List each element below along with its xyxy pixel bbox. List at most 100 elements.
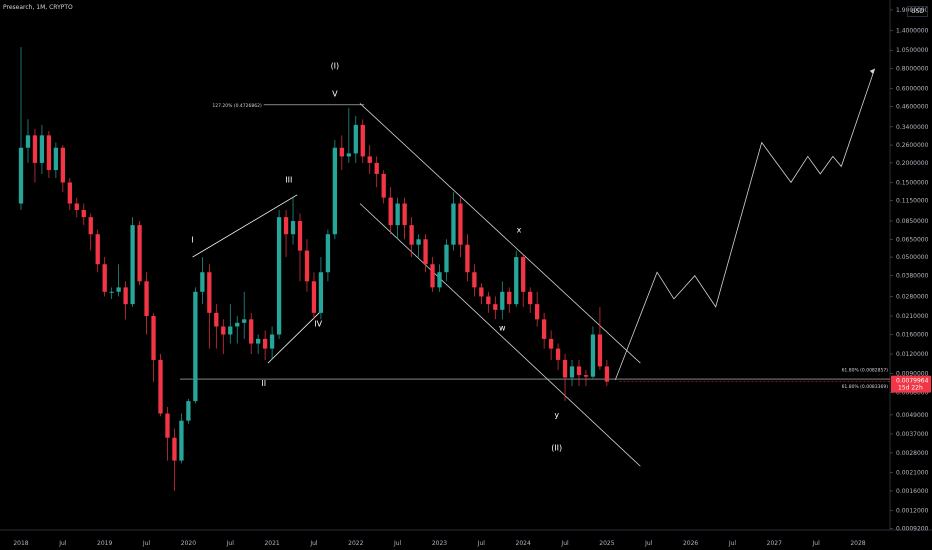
candle-body [555,348,561,360]
price-tick-label: 1.4000000 [896,28,929,35]
time-tick-label: Jul [812,540,821,547]
candle-body [395,203,400,226]
candle-body [186,401,191,421]
candle-body [381,173,386,198]
candle-body [88,217,93,235]
candle-body [325,234,331,273]
price-tick-label: 0.0160000 [896,331,929,338]
candle-body [228,326,233,335]
time-tick-label: Jul [560,540,569,547]
price-tick-label: 0.0016000 [896,488,929,495]
time-tick-label: 2023 [432,540,447,547]
price-tick-label: 0.0068000 [896,390,929,397]
candle-body [130,225,135,305]
candle-body [144,281,149,317]
candle-body [597,334,603,367]
candle-body [493,304,498,310]
price-tick-label: 0.0012000 [896,507,929,514]
candle-body [74,203,79,210]
fib-618-label-a: 61.80% (0.0082857) [842,367,889,373]
current-price-label: 0.0079964 [896,378,929,385]
channel-upper-line [359,103,641,364]
current-price-badge [891,375,931,393]
candle-body [95,234,100,265]
price-tick-label: 0.0021000 [896,469,929,476]
candle-body [562,359,568,378]
wave-label-i: I [191,235,193,244]
candle-body [521,257,526,292]
candle-body [388,197,393,226]
currency-button[interactable]: USD [907,6,928,17]
candle-body [304,250,310,282]
candle-body [18,147,24,204]
time-tick-label: 2028 [850,540,865,547]
projection-arrow-icon [869,68,875,74]
candle-body [500,291,505,310]
candle-body [283,217,289,235]
price-tick-label: 0.0850000 [896,218,929,225]
symbol-title: Presearch, 1M, CRYPTO [3,4,73,11]
candle-body [207,272,212,313]
wave-label-major-i: (I) [331,62,340,71]
candle-body [583,375,589,377]
candle-body [53,147,59,171]
time-tick-label: 2021 [264,540,279,547]
price-tick-label: 0.1500000 [896,179,929,186]
candle-body [353,124,358,154]
candle-body [60,147,65,183]
time-tick-label: Jul [728,540,737,547]
candle-body [451,203,456,245]
candle-body [332,147,338,235]
channel-lower-line [359,203,641,467]
price-tick-label: 0.8000000 [896,66,929,73]
price-tick-label: 0.0120000 [896,351,929,358]
candle-body [339,147,344,157]
time-tick-label: 2018 [13,540,28,547]
candle-body [256,338,261,344]
time-tick-label: 2022 [348,540,363,547]
wave-label-y: y [554,411,559,420]
candle-body [367,156,372,163]
candle-body [569,366,575,378]
candle-body [402,203,407,226]
candle-body [458,203,463,245]
wave-label-x: x [517,225,522,234]
candle-body [409,225,414,245]
wave-label-iii: III [285,175,292,184]
candle-body [67,182,72,204]
candle-body [423,239,428,265]
candle-body [290,221,296,235]
candle-body [39,135,45,163]
candle-body [269,334,275,349]
candle-body [479,287,484,297]
time-tick-label: Jul [644,540,653,547]
candle-body [214,312,219,327]
wave-label-w: w [499,323,506,332]
price-tick-label: 0.2600000 [896,142,929,149]
time-tick-label: 2024 [516,540,531,547]
time-tick-label: 2020 [181,540,196,547]
price-tick-label: 0.3400000 [896,124,929,131]
candle-body [437,272,442,288]
candle-body [137,225,142,282]
wedge-upper-line [192,194,298,258]
fib-127-label: 127.20% (0.4726862) [212,103,262,109]
price-tick-label: 0.0028000 [896,450,929,457]
time-tick-label: 2027 [767,540,782,547]
price-tick-label: 0.4600000 [896,103,929,110]
wave-label-iv: IV [314,319,322,328]
time-tick-label: Jul [309,540,318,547]
candle-body [262,338,268,349]
price-tick-label: 0.6000000 [896,85,929,92]
price-tick-label: 1.0500000 [896,47,929,54]
candle-body [360,124,365,157]
time-tick-label: Jul [393,540,402,547]
candle-body [46,135,52,171]
candle-body [193,291,198,402]
wave-label-ii: II [261,379,266,388]
candle-body [116,287,121,292]
candle-body [172,437,177,461]
candle-body [444,244,449,273]
